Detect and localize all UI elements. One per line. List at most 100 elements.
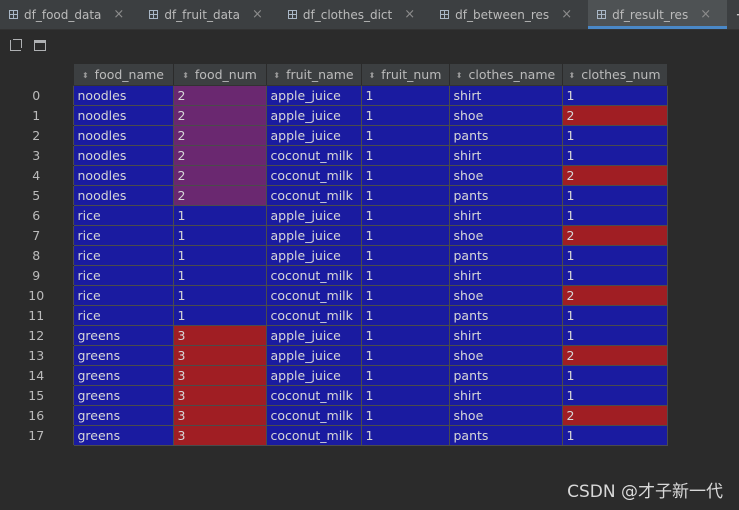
cell-fruit-num[interactable]: 1 (360, 265, 450, 286)
cell-clothes-name[interactable]: pants (448, 245, 563, 266)
cell-food-name[interactable]: noodles (72, 145, 174, 166)
tab-df-food-data[interactable]: df_food_data × (0, 0, 140, 29)
add-tab-button[interactable]: + (727, 0, 739, 29)
cell-clothes-name[interactable]: shoe (448, 225, 563, 246)
cell-fruit-num[interactable]: 1 (360, 385, 450, 406)
cell-clothes-name[interactable]: shoe (448, 105, 563, 126)
table-row[interactable]: 16 greens 3 coconut_milk 1 shoe 2 (0, 405, 668, 426)
table-row[interactable]: 7 rice 1 apple_juice 1 shoe 2 (0, 225, 668, 246)
table-row[interactable]: 3 noodles 2 coconut_milk 1 shirt 1 (0, 145, 668, 166)
cell-food-name[interactable]: noodles (72, 105, 174, 126)
cell-fruit-num[interactable]: 1 (360, 185, 450, 206)
cell-fruit-name[interactable]: coconut_milk (265, 425, 362, 446)
cell-food-name[interactable]: noodles (72, 125, 174, 146)
cell-clothes-num[interactable]: 2 (561, 165, 668, 186)
cell-fruit-name[interactable]: apple_juice (265, 125, 362, 146)
close-icon[interactable]: × (113, 7, 125, 22)
cell-fruit-num[interactable]: 1 (360, 405, 450, 426)
cell-fruit-name[interactable]: coconut_milk (265, 305, 362, 326)
cell-food-name[interactable]: greens (72, 365, 174, 386)
table-row[interactable]: 9 rice 1 coconut_milk 1 shirt 1 (0, 265, 668, 286)
cell-fruit-num[interactable]: 1 (360, 165, 450, 186)
cell-clothes-num[interactable]: 1 (561, 145, 668, 166)
close-icon[interactable]: × (252, 7, 263, 22)
cell-food-num[interactable]: 2 (172, 105, 267, 126)
cell-fruit-name[interactable]: apple_juice (265, 245, 362, 266)
column-header-food-num[interactable]: ⬍ food_num (172, 63, 267, 86)
table-row[interactable]: 13 greens 3 apple_juice 1 shoe 2 (0, 345, 668, 366)
cell-fruit-name[interactable]: coconut_milk (265, 385, 362, 406)
table-row[interactable]: 2 noodles 2 apple_juice 1 pants 1 (0, 125, 668, 146)
table-row[interactable]: 11 rice 1 coconut_milk 1 pants 1 (0, 305, 668, 326)
cell-fruit-num[interactable]: 1 (360, 365, 450, 386)
tab-df-result-res[interactable]: df_result_res × (588, 0, 728, 29)
cell-food-name[interactable]: greens (72, 325, 174, 346)
cell-clothes-num[interactable]: 1 (561, 325, 668, 346)
cell-food-name[interactable]: rice (72, 265, 174, 286)
table-row[interactable]: 5 noodles 2 coconut_milk 1 pants 1 (0, 185, 668, 206)
column-header-food-name[interactable]: ⬍ food_name (72, 63, 174, 86)
cell-food-num[interactable]: 3 (172, 365, 267, 386)
cell-fruit-num[interactable]: 1 (360, 325, 450, 346)
cell-fruit-name[interactable]: coconut_milk (265, 285, 362, 306)
cell-food-num[interactable]: 2 (172, 165, 267, 186)
cell-food-num[interactable]: 2 (172, 185, 267, 206)
cell-clothes-num[interactable]: 1 (561, 185, 668, 206)
cell-clothes-num[interactable]: 2 (561, 225, 668, 246)
cell-food-num[interactable]: 3 (172, 345, 267, 366)
close-icon[interactable]: × (404, 7, 416, 22)
cell-clothes-num[interactable]: 2 (561, 285, 668, 306)
cell-clothes-name[interactable]: shoe (448, 285, 563, 306)
tab-df-fruit-data[interactable]: df_fruit_data × (140, 0, 279, 29)
cell-food-num[interactable]: 3 (172, 405, 267, 426)
cell-food-name[interactable]: rice (72, 285, 174, 306)
cell-food-num[interactable]: 1 (172, 245, 267, 266)
table-row[interactable]: 6 rice 1 apple_juice 1 shirt 1 (0, 205, 668, 226)
cell-fruit-num[interactable]: 1 (360, 85, 450, 106)
cell-food-num[interactable]: 1 (172, 305, 267, 326)
cell-fruit-name[interactable]: apple_juice (265, 325, 362, 346)
cell-food-num[interactable]: 1 (172, 285, 267, 306)
cell-food-num[interactable]: 2 (172, 145, 267, 166)
column-header-clothes-num[interactable]: ⬍ clothes_num (561, 63, 668, 86)
table-row[interactable]: 4 noodles 2 coconut_milk 1 shoe 2 (0, 165, 668, 186)
cell-fruit-num[interactable]: 1 (360, 225, 450, 246)
cell-food-name[interactable]: noodles (72, 165, 174, 186)
cell-fruit-name[interactable]: apple_juice (265, 225, 362, 246)
cell-food-num[interactable]: 3 (172, 325, 267, 346)
cell-clothes-num[interactable]: 1 (561, 365, 668, 386)
cell-fruit-name[interactable]: apple_juice (265, 205, 362, 226)
cell-fruit-name[interactable]: apple_juice (265, 345, 362, 366)
table-row[interactable]: 1 noodles 2 apple_juice 1 shoe 2 (0, 105, 668, 126)
column-header-clothes-name[interactable]: ⬍ clothes_name (448, 63, 563, 86)
cell-clothes-name[interactable]: shirt (448, 265, 563, 286)
cell-food-name[interactable]: greens (72, 425, 174, 446)
close-icon[interactable]: × (561, 7, 573, 22)
cell-clothes-num[interactable]: 2 (561, 105, 668, 126)
cell-food-name[interactable]: greens (72, 405, 174, 426)
cell-fruit-num[interactable]: 1 (360, 285, 450, 306)
cell-clothes-num[interactable]: 1 (561, 425, 668, 446)
table-row[interactable]: 17 greens 3 coconut_milk 1 pants 1 (0, 425, 668, 446)
cell-fruit-name[interactable]: apple_juice (265, 85, 362, 106)
cell-food-num[interactable]: 1 (172, 265, 267, 286)
cell-clothes-num[interactable]: 1 (561, 205, 668, 226)
table-row[interactable]: 0 noodles 2 apple_juice 1 shirt 1 (0, 85, 668, 106)
cell-fruit-name[interactable]: coconut_milk (265, 265, 362, 286)
cell-food-num[interactable]: 1 (172, 225, 267, 246)
cell-clothes-num[interactable]: 1 (561, 305, 668, 326)
table-row[interactable]: 12 greens 3 apple_juice 1 shirt 1 (0, 325, 668, 346)
cell-food-name[interactable]: rice (72, 205, 174, 226)
cell-food-name[interactable]: rice (72, 305, 174, 326)
cell-fruit-num[interactable]: 1 (360, 205, 450, 226)
cell-clothes-name[interactable]: shoe (448, 345, 563, 366)
cell-food-name[interactable]: greens (72, 385, 174, 406)
cell-clothes-num[interactable]: 1 (561, 85, 668, 106)
cell-clothes-name[interactable]: shirt (448, 145, 563, 166)
cell-food-name[interactable]: rice (72, 225, 174, 246)
cell-clothes-name[interactable]: shirt (448, 325, 563, 346)
cell-clothes-num[interactable]: 2 (561, 405, 668, 426)
cell-fruit-num[interactable]: 1 (360, 125, 450, 146)
cell-food-num[interactable]: 3 (172, 425, 267, 446)
cell-fruit-num[interactable]: 1 (360, 425, 450, 446)
